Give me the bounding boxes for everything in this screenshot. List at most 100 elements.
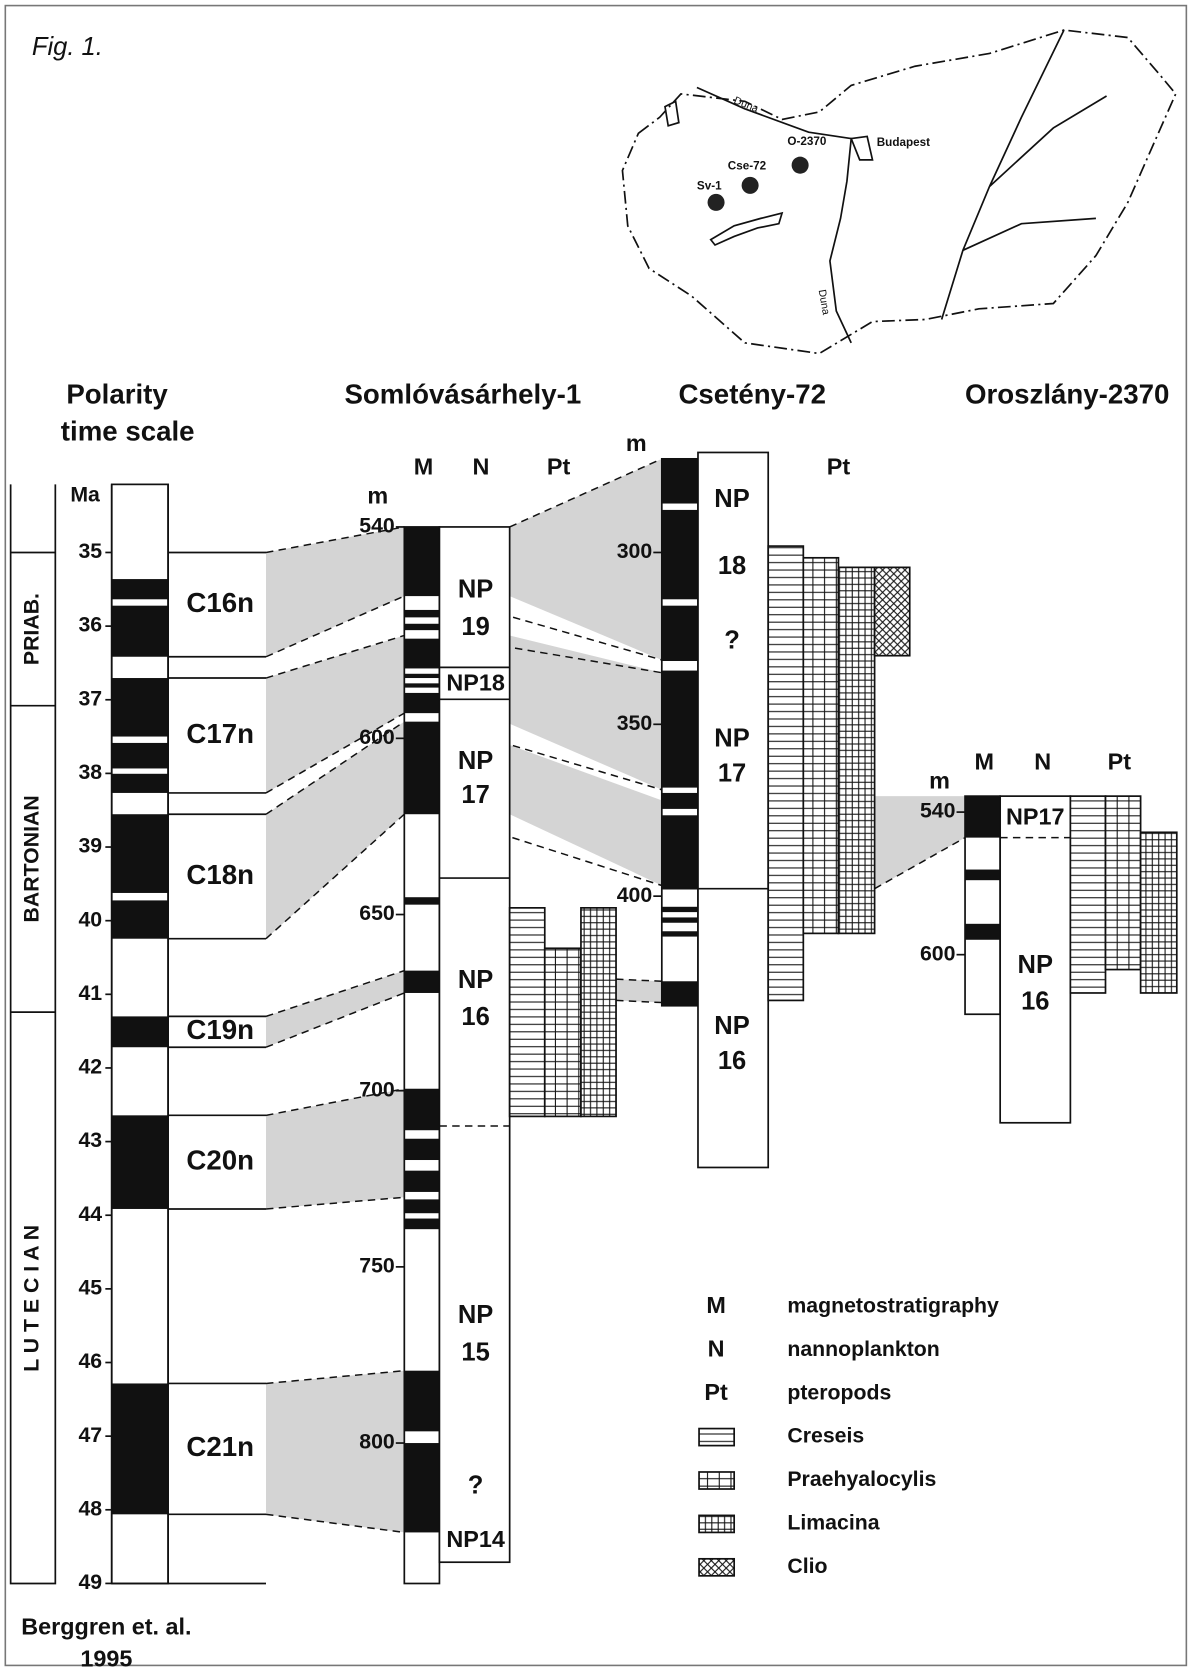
normal-polarity (404, 692, 440, 714)
fig-label: Fig. 1. (32, 33, 103, 61)
label: NP (1018, 951, 1053, 979)
normal-polarity (404, 673, 440, 679)
map-label: O-2370 (787, 135, 826, 148)
label: C18n (186, 859, 254, 890)
praehyalocylis (802, 556, 840, 935)
label: 39 (78, 834, 102, 858)
normal-polarity (111, 1016, 169, 1048)
label: NP14 (446, 1526, 505, 1552)
label: 800 (359, 1430, 394, 1454)
normal-polarity (965, 869, 1001, 881)
label: magnetostratigraphy (787, 1293, 999, 1317)
label: Pt (547, 454, 571, 480)
correlation (266, 1370, 405, 1533)
normal-polarity (404, 526, 440, 597)
limacina (580, 907, 617, 1118)
label: N (708, 1335, 725, 1361)
label: NP (458, 576, 493, 604)
label: 41 (78, 981, 102, 1005)
border (621, 29, 1177, 355)
correlation-line (265, 712, 405, 794)
label: m (929, 767, 950, 793)
normal-polarity (404, 1218, 440, 1230)
correlation (266, 635, 405, 793)
creseis (767, 545, 805, 1002)
label: C19n (186, 1014, 254, 1045)
legend-swatch (698, 1557, 736, 1577)
label: NP17 (1006, 804, 1065, 830)
normal-polarity (661, 906, 698, 913)
river (940, 29, 1107, 320)
label: NP (458, 747, 493, 775)
label: PRIAB. (20, 593, 44, 665)
normal-polarity (661, 509, 698, 600)
label: 16 (461, 1003, 489, 1031)
normal-polarity (661, 605, 698, 662)
normal-polarity (404, 683, 440, 688)
normal-polarity (661, 981, 698, 1006)
city-outline (850, 135, 874, 161)
label: NP (714, 1012, 749, 1040)
correlation-line (265, 813, 405, 940)
correlation (266, 526, 405, 657)
site (741, 176, 759, 194)
normal-polarity (661, 792, 698, 809)
normal-polarity (404, 1138, 440, 1161)
correlation (509, 458, 662, 660)
nanno-column (697, 451, 770, 1169)
normal-polarity (404, 1370, 440, 1432)
stage-column (9, 484, 57, 1585)
label: 36 (78, 613, 102, 637)
source: 1995 (80, 1645, 132, 1671)
correlation (616, 979, 662, 1003)
label: Clio (787, 1554, 827, 1578)
legend-swatch (698, 1471, 736, 1490)
correlation (509, 635, 662, 790)
lake (709, 211, 784, 247)
label: NP18 (446, 670, 505, 696)
normal-polarity (661, 931, 698, 937)
normal-polarity (111, 678, 169, 737)
river (696, 86, 853, 344)
column-title: time scale (61, 416, 195, 447)
label: 45 (78, 1275, 102, 1299)
correlation-line (874, 836, 966, 890)
correlation-line (265, 1196, 405, 1210)
label: 46 (78, 1349, 102, 1373)
label: 400 (617, 883, 652, 907)
column-title: Somlóvásárhely-1 (344, 378, 581, 409)
correlation-line (265, 1513, 405, 1534)
legend-swatch (698, 1514, 736, 1534)
normal-polarity (111, 579, 169, 600)
correlation (266, 1088, 405, 1209)
label: 600 (359, 725, 394, 749)
limacina (837, 566, 876, 935)
label: 19 (461, 613, 489, 641)
label: 44 (78, 1202, 102, 1226)
normal-polarity (111, 814, 169, 893)
normal-polarity (661, 670, 698, 788)
correlation-line (265, 1369, 405, 1385)
label: ? (468, 1471, 484, 1499)
normal-polarity (111, 900, 169, 939)
label: C17n (186, 718, 254, 749)
correlation-line (265, 526, 405, 554)
label: 37 (78, 686, 102, 710)
label: 18 (718, 552, 746, 580)
label: 47 (78, 1423, 102, 1447)
label: Ma (70, 483, 100, 507)
site (707, 193, 725, 211)
label: NP (714, 485, 749, 513)
map-label: Budapest (877, 136, 930, 149)
normal-polarity (661, 458, 698, 504)
label: 650 (359, 901, 394, 925)
praehyalocylis (1104, 795, 1142, 971)
label: 300 (617, 539, 652, 563)
correlation (266, 721, 405, 939)
label: 17 (718, 760, 746, 788)
label: C16n (186, 587, 254, 618)
normal-polarity (111, 1115, 169, 1209)
normal-polarity (404, 721, 440, 815)
